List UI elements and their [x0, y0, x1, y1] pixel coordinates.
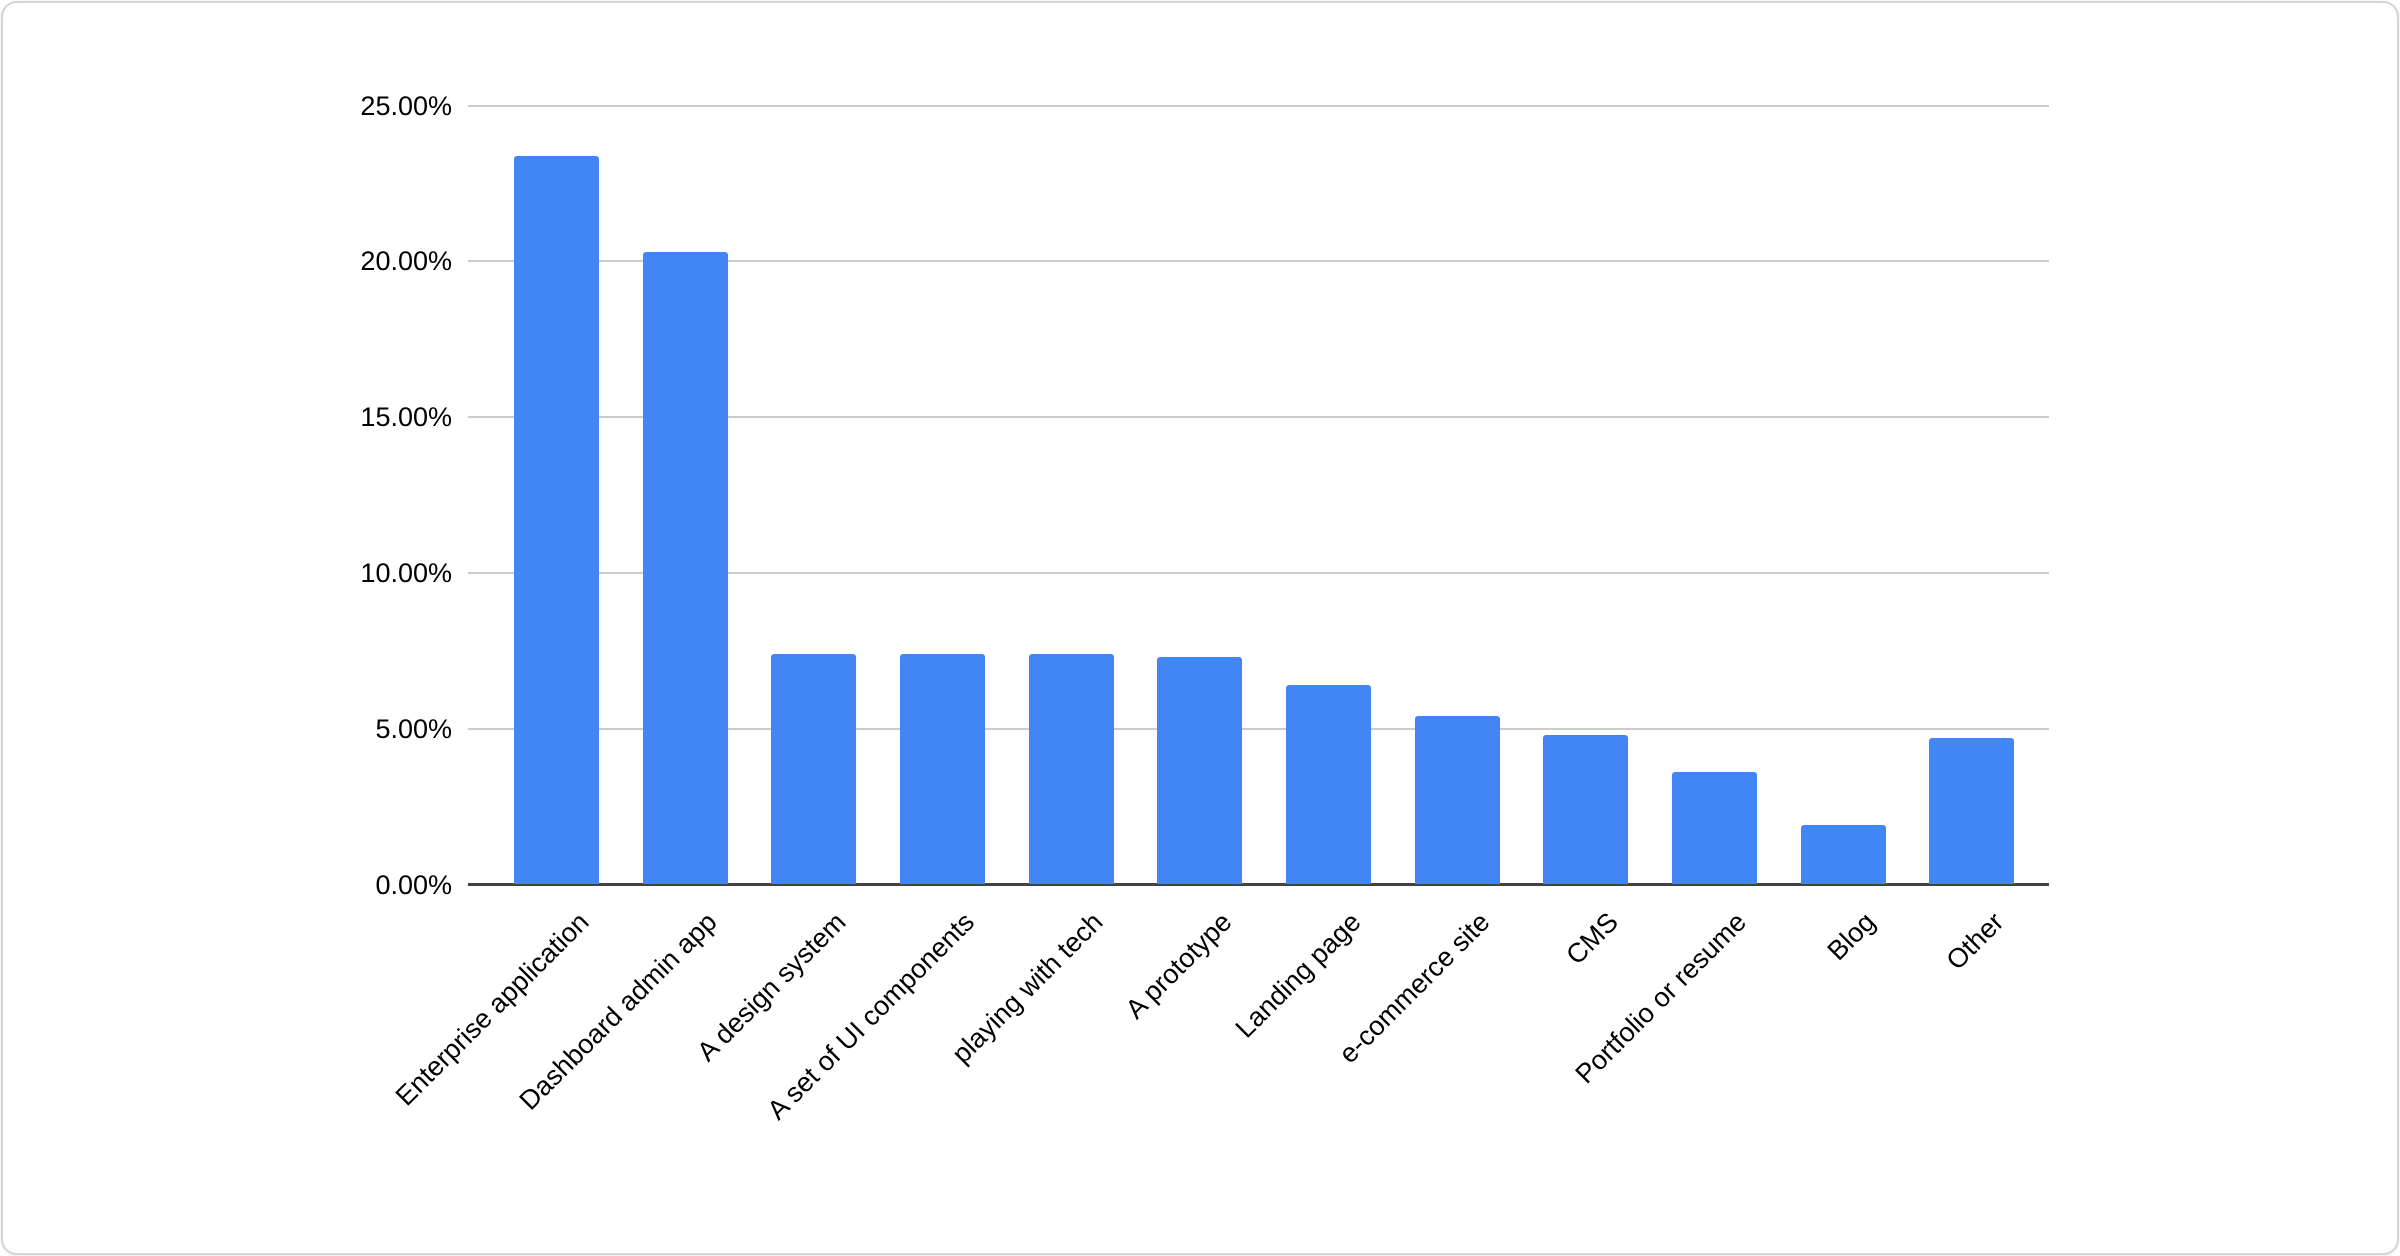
bar-a-set-of-ui-components[interactable] [899, 653, 985, 885]
gridline-5pct [468, 727, 2049, 730]
y-axis-tick-label-5: 5.00% [375, 713, 452, 744]
gridline-25pct [468, 104, 2049, 107]
x-axis-label-other: Other [1940, 906, 2010, 976]
x-axis-label-cms: CMS [1559, 906, 1624, 971]
gridline-10pct [468, 571, 2049, 574]
bar-enterprise-application[interactable] [514, 155, 599, 885]
bar-blog[interactable] [1800, 825, 1886, 885]
x-axis-label-blog: Blog [1821, 906, 1881, 967]
bar-dashboard-admin-app[interactable] [642, 252, 728, 885]
bar-playing-with-tech[interactable] [1028, 653, 1114, 885]
x-axis-label-a-set-of-ui-components: A set of UI components [761, 906, 981, 1126]
bar-portfolio-or-resume[interactable] [1671, 772, 1757, 885]
gridline-20pct [468, 260, 2049, 263]
x-axis-label-a-prototype: A prototype [1119, 906, 1238, 1025]
gridline-15pct [468, 416, 2049, 419]
bar-e-commerce-site[interactable] [1414, 716, 1500, 885]
bar-cms[interactable] [1543, 734, 1629, 885]
y-axis-tick-label-10: 10.00% [360, 557, 452, 588]
bar-a-prototype[interactable] [1157, 657, 1243, 885]
x-axis-line [468, 883, 2049, 886]
y-axis-tick-label-25: 25.00% [360, 90, 452, 121]
bar-landing-page[interactable] [1285, 685, 1371, 885]
bar-other[interactable] [1929, 738, 2015, 885]
y-axis-tick-label-0: 0.00% [375, 869, 452, 900]
y-axis-tick-label-20: 20.00% [360, 246, 452, 277]
x-axis-label-landing-page: Landing page [1229, 906, 1367, 1044]
y-axis-tick-label-15: 15.00% [360, 402, 452, 433]
bar-a-design-system[interactable] [771, 653, 857, 885]
